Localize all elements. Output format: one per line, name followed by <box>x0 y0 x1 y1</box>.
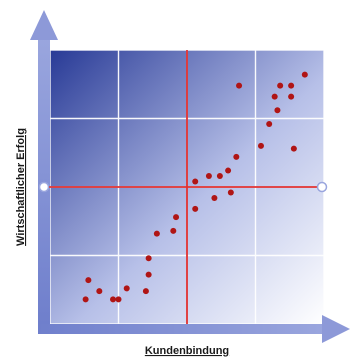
x-axis-bar <box>38 324 326 334</box>
data-point <box>290 145 297 152</box>
data-point <box>153 230 160 237</box>
data-point <box>233 153 240 160</box>
data-point <box>142 288 149 295</box>
data-point <box>85 277 92 284</box>
data-point <box>211 194 218 201</box>
data-point <box>225 167 232 174</box>
data-point <box>205 173 212 180</box>
data-point <box>145 271 152 278</box>
data-point <box>271 93 278 100</box>
data-point <box>192 178 199 185</box>
data-point <box>115 296 122 303</box>
data-point <box>227 189 234 196</box>
data-point <box>110 296 117 303</box>
data-point <box>82 296 89 303</box>
x-axis-arrow <box>322 315 350 343</box>
x-axis-title: Kundenbindung <box>145 345 229 357</box>
y-axis-arrow <box>30 10 58 40</box>
data-point <box>301 71 308 78</box>
data-point <box>170 227 177 234</box>
y-axis-bar <box>38 36 50 324</box>
threshold-handle-left <box>38 181 50 193</box>
data-point <box>274 107 281 114</box>
data-point <box>123 285 130 292</box>
data-point <box>288 93 295 100</box>
data-point <box>96 288 103 295</box>
threshold-handle-right <box>316 181 328 193</box>
data-point <box>192 205 199 212</box>
data-point <box>145 255 152 262</box>
threshold-lines <box>38 50 328 324</box>
data-points <box>82 71 308 303</box>
data-point <box>277 82 284 89</box>
data-point <box>288 82 295 89</box>
y-axis-title: Wirtschaftlicher Erfolg <box>15 128 27 246</box>
data-point <box>216 173 223 180</box>
data-point <box>173 214 180 221</box>
data-point <box>266 120 273 127</box>
data-point <box>236 82 243 89</box>
data-point <box>257 142 264 149</box>
